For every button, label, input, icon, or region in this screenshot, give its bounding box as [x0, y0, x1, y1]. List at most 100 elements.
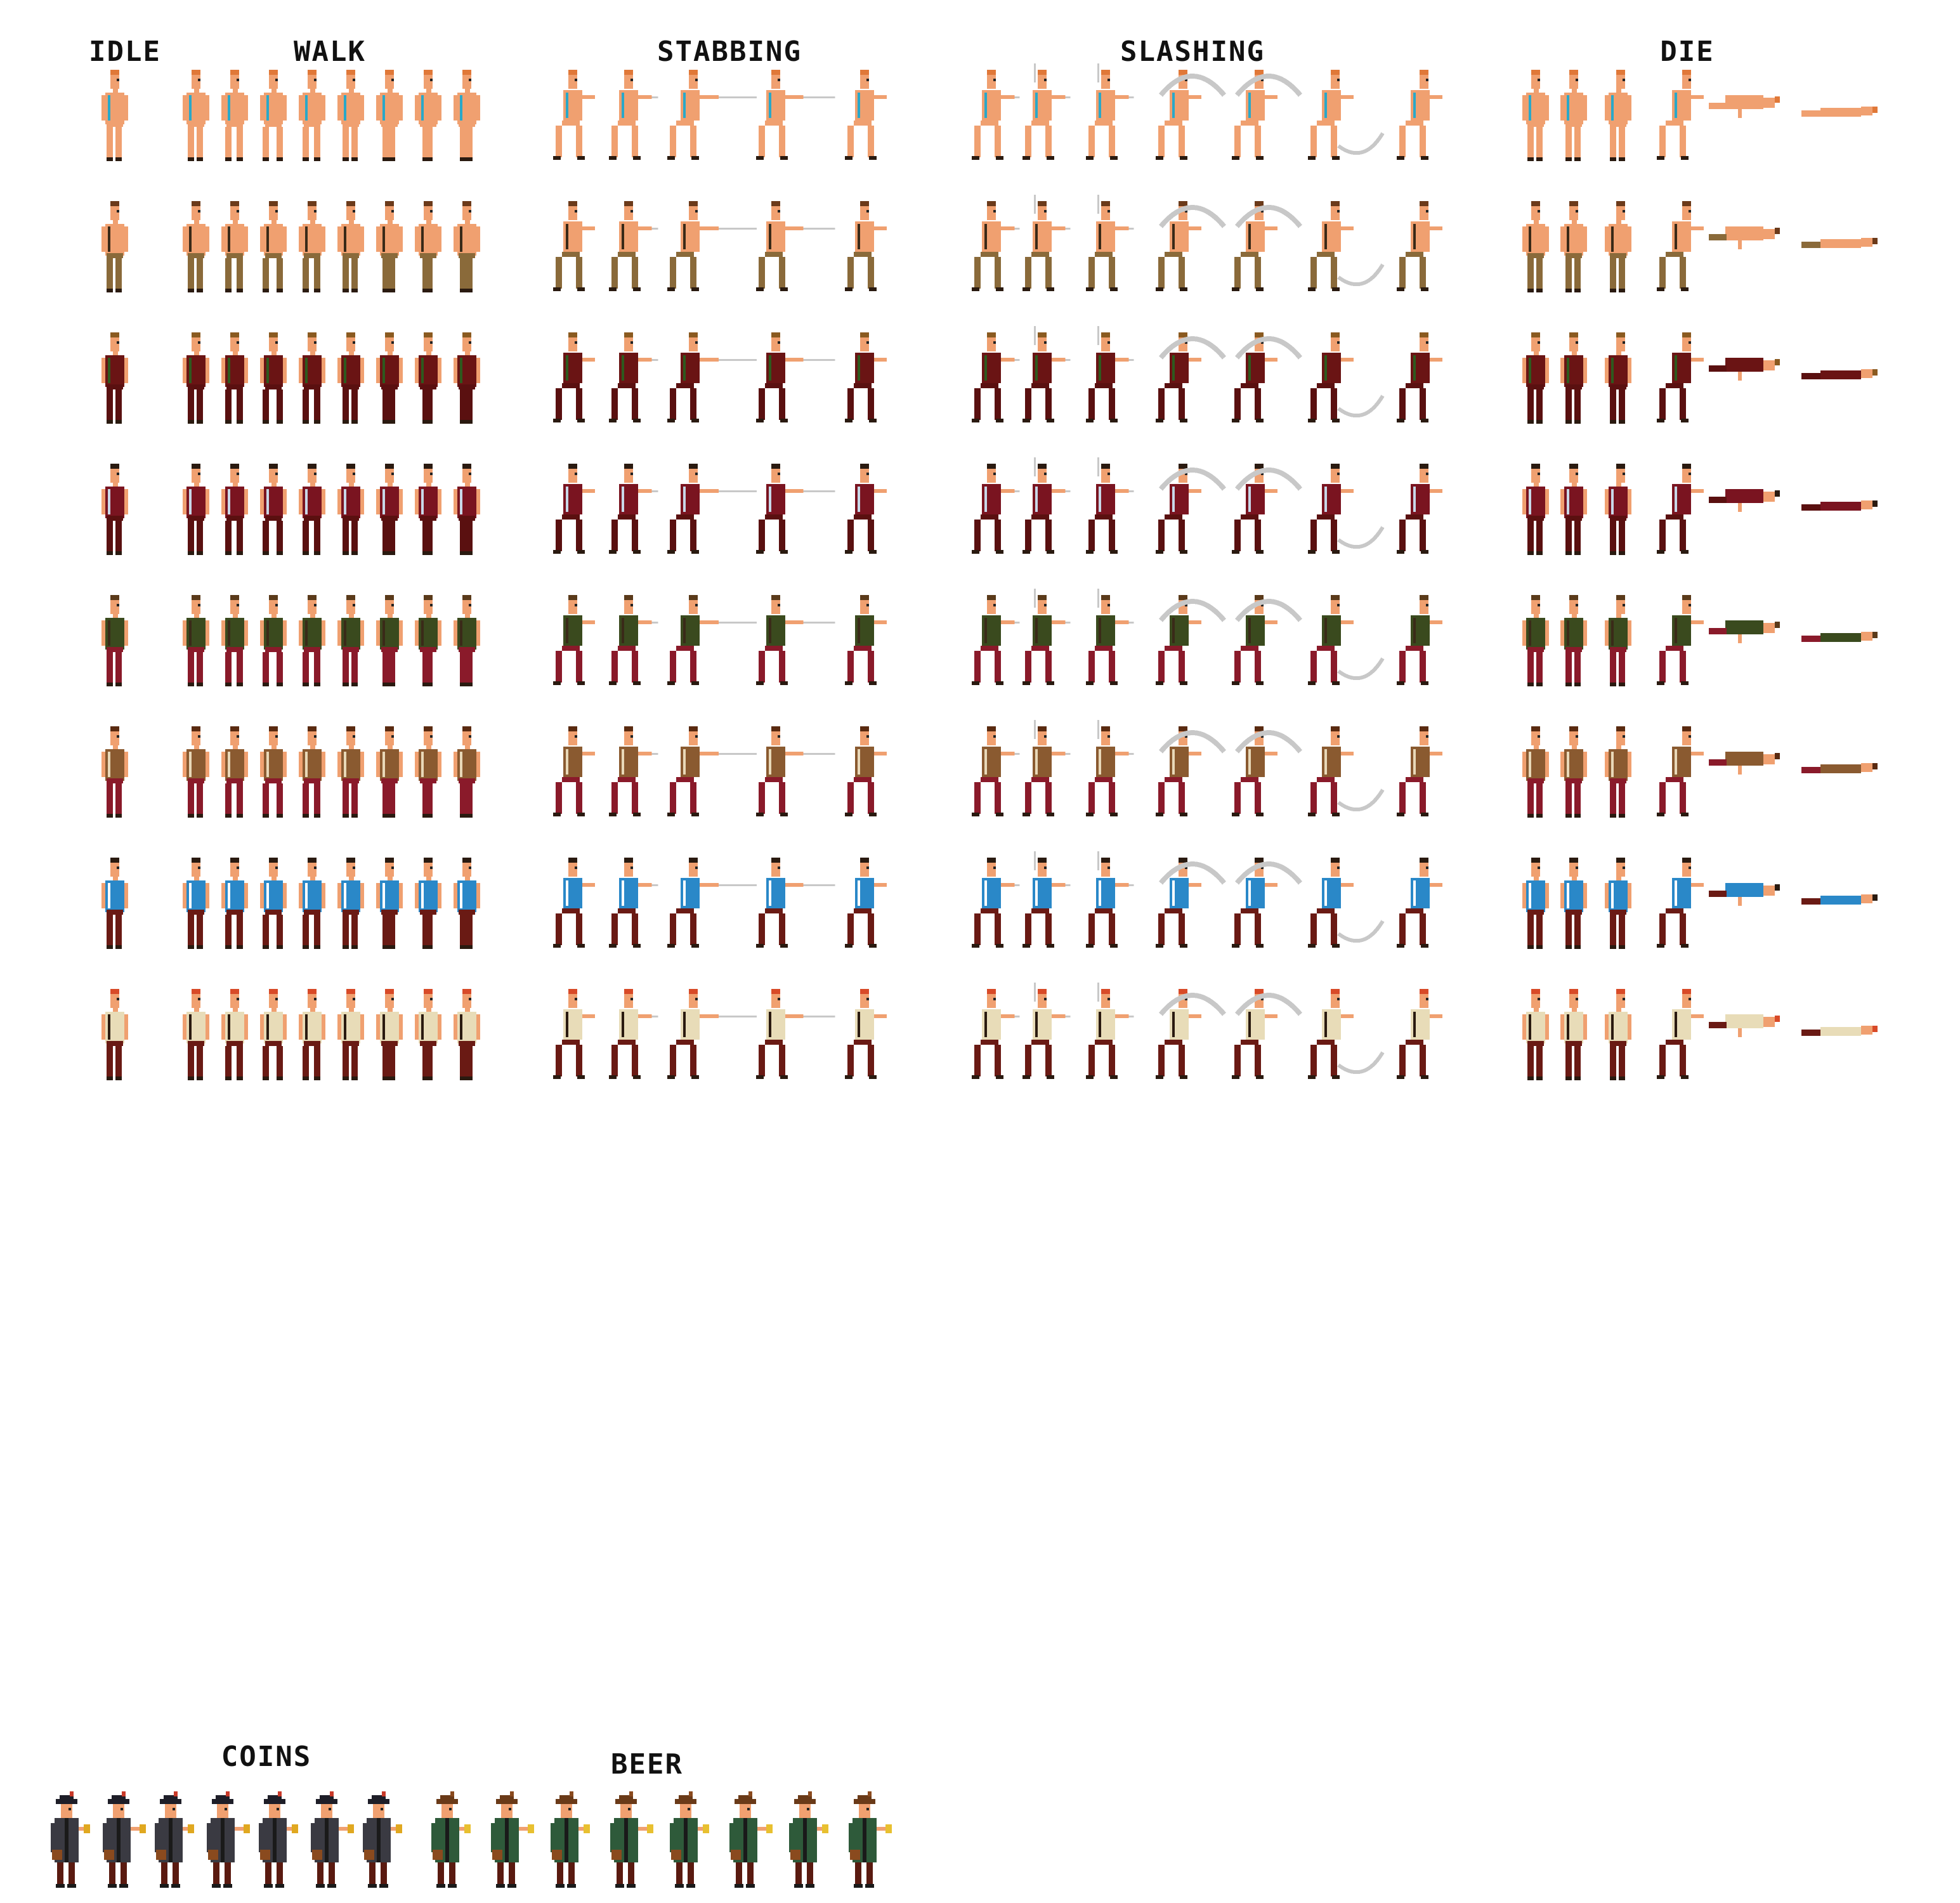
- idle-frame-row-3: [101, 332, 128, 424]
- slash-frame-row-4-1: [972, 464, 1020, 554]
- walk-frame-row-3-3: [260, 332, 287, 424]
- slash-frame-row-1-5: [1232, 70, 1303, 160]
- slash-frame-row-1-2: [1022, 63, 1071, 160]
- die-frame-row-5-3: [1605, 595, 1631, 686]
- slash-frame-row-4-3: [1086, 457, 1134, 554]
- die-frame-row-4-6: [1801, 500, 1878, 511]
- slash-frame-row-6-1: [972, 726, 1020, 816]
- walk-frame-row-1-6: [376, 70, 403, 161]
- walk-frame-row-5-4: [299, 595, 325, 686]
- walk-frame-row-2-4: [299, 201, 325, 292]
- beer-frame-5: [670, 1791, 709, 1888]
- stab-frame-row-4-4: [756, 464, 835, 554]
- beer-frame-4: [610, 1791, 653, 1888]
- slash-frame-row-8-1: [972, 989, 1020, 1079]
- slash-frame-row-5-7: [1397, 595, 1442, 685]
- slash-frame-row-5-5: [1232, 595, 1303, 685]
- coins-frame-5: [259, 1791, 298, 1888]
- walk-frame-row-1-4: [299, 70, 325, 161]
- walk-frame-row-6-3: [260, 726, 287, 818]
- slash-frame-row-4-5: [1232, 464, 1303, 554]
- stab-frame-row-6-3: [667, 726, 757, 816]
- stab-frame-row-8-3: [667, 989, 757, 1079]
- walk-frame-row-8-5: [337, 989, 364, 1080]
- coins-frame-2: [103, 1791, 146, 1888]
- walk-frame-row-4-3: [260, 464, 287, 555]
- die-frame-row-5-1: [1522, 595, 1549, 686]
- walk-frame-row-3-5: [337, 332, 364, 424]
- stab-frame-row-8-1: [553, 989, 595, 1079]
- stab-frame-row-5-5: [845, 595, 887, 685]
- die-frame-row-4-4: [1657, 464, 1704, 554]
- walk-frame-row-7-2: [221, 858, 248, 949]
- stab-frame-row-2-3: [667, 201, 757, 291]
- stab-frame-row-8-2: [609, 989, 658, 1079]
- idle-frame-row-5: [101, 595, 128, 686]
- die-frame-row-4-1: [1522, 464, 1549, 555]
- die-frame-row-7-4: [1657, 858, 1704, 948]
- walk-frame-row-4-8: [454, 464, 480, 555]
- idle-frame-row-8: [101, 989, 128, 1080]
- walk-frame-row-3-7: [415, 332, 441, 424]
- die-frame-row-6-3: [1605, 726, 1631, 818]
- slash-frame-row-8-5: [1232, 989, 1303, 1079]
- slash-frame-row-6-7: [1397, 726, 1442, 816]
- walk-frame-row-3-4: [299, 332, 325, 424]
- walk-frame-row-5-8: [454, 595, 480, 686]
- die-frame-row-8-5: [1709, 1014, 1780, 1037]
- walk-frame-row-4-7: [415, 464, 441, 555]
- slash-frame-row-8-4: [1156, 989, 1227, 1079]
- slash-frame-row-2-4: [1156, 201, 1227, 291]
- slash-frame-row-7-7: [1397, 858, 1442, 948]
- walk-frame-row-6-4: [299, 726, 325, 818]
- die-frame-row-6-4: [1657, 726, 1704, 816]
- stab-frame-row-2-5: [845, 201, 887, 291]
- slash-frame-row-7-6: [1308, 858, 1385, 948]
- walk-frame-row-3-8: [454, 332, 480, 424]
- beer-frame-7: [789, 1791, 828, 1888]
- stab-frame-row-5-2: [609, 595, 658, 685]
- stab-frame-row-2-1: [553, 201, 595, 291]
- header-die: DIE: [1660, 36, 1715, 68]
- walk-frame-row-6-6: [376, 726, 403, 818]
- walk-frame-row-5-6: [376, 595, 403, 686]
- die-frame-row-2-4: [1657, 201, 1704, 291]
- die-frame-row-7-3: [1605, 858, 1631, 949]
- die-frame-row-7-5: [1709, 883, 1780, 906]
- slash-frame-row-5-4: [1156, 595, 1227, 685]
- walk-frame-row-4-6: [376, 464, 403, 555]
- die-frame-row-5-2: [1560, 595, 1587, 686]
- die-frame-row-6-6: [1801, 763, 1878, 773]
- walk-frame-row-7-6: [376, 858, 403, 949]
- slash-frame-row-3-3: [1086, 326, 1134, 422]
- beer-frame-3: [551, 1791, 590, 1888]
- slash-frame-row-2-1: [972, 201, 1020, 291]
- walk-frame-row-2-5: [337, 201, 364, 292]
- idle-frame-row-6: [101, 726, 128, 818]
- header-beer: BEER: [611, 1748, 683, 1781]
- stab-frame-row-6-2: [609, 726, 658, 816]
- die-frame-row-5-6: [1801, 632, 1878, 642]
- header-slashing: SLASHING: [1120, 36, 1265, 68]
- coins-frame-4: [207, 1791, 250, 1888]
- coins-frame-1: [51, 1791, 90, 1888]
- stab-frame-row-1-2: [609, 70, 658, 160]
- die-frame-row-7-6: [1801, 894, 1878, 905]
- slash-frame-row-2-7: [1397, 201, 1442, 291]
- walk-frame-row-1-7: [415, 70, 441, 161]
- walk-frame-row-7-5: [337, 858, 364, 949]
- die-frame-row-2-1: [1522, 201, 1549, 292]
- slash-frame-row-6-5: [1232, 726, 1303, 816]
- walk-frame-row-8-4: [299, 989, 325, 1080]
- idle-frame-row-4: [101, 464, 128, 555]
- die-frame-row-3-4: [1657, 332, 1704, 422]
- die-frame-row-2-6: [1801, 238, 1878, 248]
- stab-frame-row-4-3: [667, 464, 757, 554]
- die-frame-row-7-1: [1522, 858, 1549, 949]
- die-frame-row-6-1: [1522, 726, 1549, 818]
- die-frame-row-5-4: [1657, 595, 1704, 685]
- stab-frame-row-6-5: [845, 726, 887, 816]
- walk-frame-row-1-3: [260, 70, 287, 161]
- die-frame-row-6-5: [1709, 752, 1780, 775]
- die-frame-row-3-1: [1522, 332, 1549, 424]
